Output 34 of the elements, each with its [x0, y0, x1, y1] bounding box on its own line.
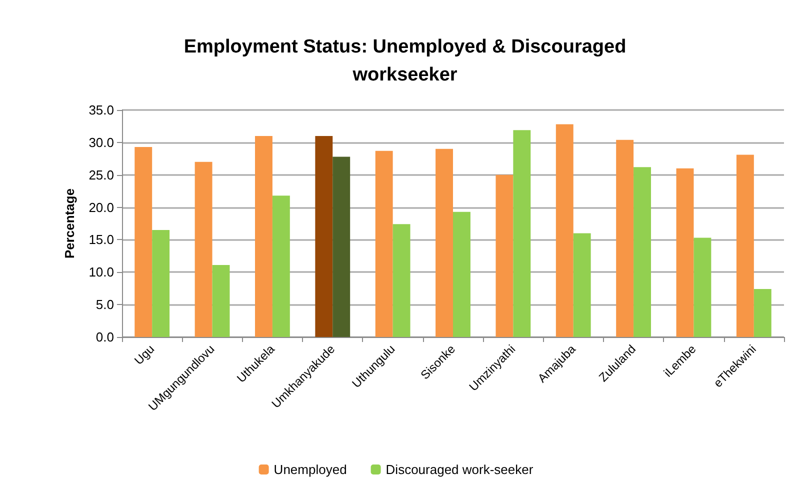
- bar: [634, 167, 651, 337]
- chart-title: Employment Status: Unemployed & Discouraged workseeker: [184, 36, 626, 86]
- bar: [694, 238, 712, 337]
- bar: [436, 148, 453, 337]
- bar: [453, 212, 470, 337]
- y-tick-label: 35.0: [88, 102, 114, 118]
- bar: [272, 196, 290, 337]
- bar: [392, 224, 410, 337]
- bar: [375, 150, 393, 337]
- bar: [556, 124, 574, 337]
- y-tick-label: 25.0: [88, 167, 114, 182]
- bar: [315, 136, 333, 337]
- y-tick-label: 10.0: [88, 264, 114, 280]
- bar: [736, 154, 754, 337]
- bar: [616, 140, 634, 337]
- y-tick-label: 5.0: [96, 297, 114, 312]
- bar: [255, 136, 272, 337]
- y-tick-label: 30.0: [88, 134, 114, 150]
- y-tick-label: 20.0: [88, 200, 114, 215]
- y-tick-label: 0.0: [96, 330, 114, 344]
- bar: [194, 162, 212, 337]
- y-tick-label: 15.0: [88, 232, 114, 248]
- legend-label: Discouraged work-seeker: [386, 462, 534, 477]
- bar: [754, 289, 772, 337]
- y-axis-title: Percentage: [62, 188, 77, 259]
- legend-label: Unemployed: [274, 462, 347, 477]
- bar: [676, 168, 694, 337]
- bar: [513, 130, 531, 337]
- bar: [152, 230, 170, 337]
- bar: [496, 174, 514, 337]
- bar: [332, 156, 350, 337]
- bar: [134, 146, 152, 337]
- bar: [212, 265, 230, 337]
- bar: [573, 233, 591, 337]
